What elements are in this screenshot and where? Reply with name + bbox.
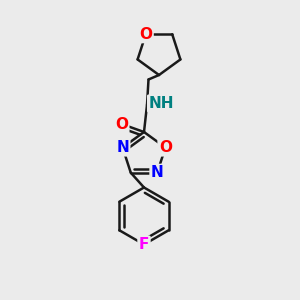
Text: N: N — [116, 140, 129, 155]
Text: O: O — [115, 117, 128, 132]
Text: O: O — [139, 27, 152, 42]
Text: O: O — [159, 140, 172, 155]
Text: NH: NH — [148, 96, 174, 111]
Text: F: F — [139, 237, 149, 252]
Text: N: N — [151, 165, 164, 180]
